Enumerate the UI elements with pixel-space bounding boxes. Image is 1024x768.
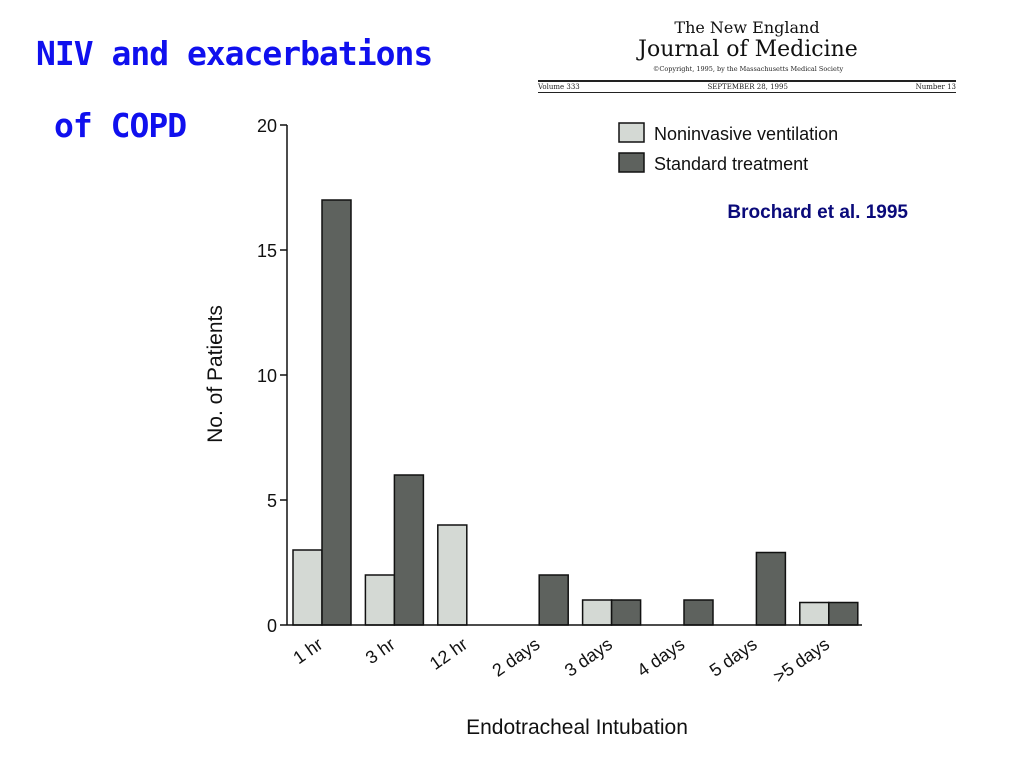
journal-name-line-2: Journal of Medicine [638,37,858,62]
x-tick-label-2: 12 hr [426,634,471,674]
bar-standard-1 [393,474,425,626]
journal-volume: Volume 333 [538,83,580,91]
legend: Noninvasive ventilation Standard treatme… [618,122,838,174]
legend-swatch-noninvasive [618,122,645,143]
x-tick-label-6: 5 days [706,634,761,681]
masthead-rule-bottom [538,92,956,93]
bar-noninvasive-0 [292,549,323,626]
slide-title-line-2: of COPD [54,106,187,145]
journal-name-line-1: The New England [674,18,820,37]
x-tick-label-3: 2 days [489,634,544,681]
journal-issue-line: Volume 333 SEPTEMBER 28, 1995 Number 13 [538,82,956,92]
citation-annotation: Brochard et al. 1995 [727,202,908,223]
bar-standard-4 [610,599,642,626]
bar-noninvasive-1 [364,574,396,626]
y-tick-label-5: 5 [267,491,277,511]
legend-label-standard: Standard treatment [654,154,808,174]
journal-number: Number 13 [915,83,956,91]
bar-noninvasive-4 [581,599,613,626]
legend-label-noninvasive: Noninvasive ventilation [654,124,838,144]
journal-copyright: ©Copyright, 1995, by the Massachusetts M… [652,65,844,73]
y-tick-label-20: 20 [257,116,277,136]
journal-masthead: The New England Journal of Medicine ©Cop… [538,18,956,93]
y-tick-label-10: 10 [257,366,277,386]
bar-standard-5 [683,599,714,626]
bar-standard-3 [538,574,569,626]
legend-swatch-standard [618,152,645,173]
bar-standard-7 [828,601,859,626]
y-tick-label-15: 15 [257,241,277,261]
bar-standard-6 [755,551,787,626]
journal-date: SEPTEMBER 28, 1995 [707,83,788,91]
x-tick-label-1: 3 hr [362,634,399,668]
x-tick-label-5: 4 days [633,634,688,681]
x-tick-label-4: 3 days [561,634,616,681]
bar-noninvasive-2 [437,524,468,626]
x-axis-title: Endotracheal Intubation [466,716,688,739]
x-tick-label-7: >5 days [770,634,834,687]
bars-layer [292,199,859,626]
y-axis-title: No. of Patients [204,305,227,443]
x-tick-label-0: 1 hr [289,634,326,668]
bar-noninvasive-7 [799,601,830,626]
y-tick-label-0: 0 [267,616,277,636]
bar-standard-0 [321,199,352,626]
masthead-rule-top [538,80,956,82]
slide-title-line-1: NIV and exacerbations [36,34,433,73]
